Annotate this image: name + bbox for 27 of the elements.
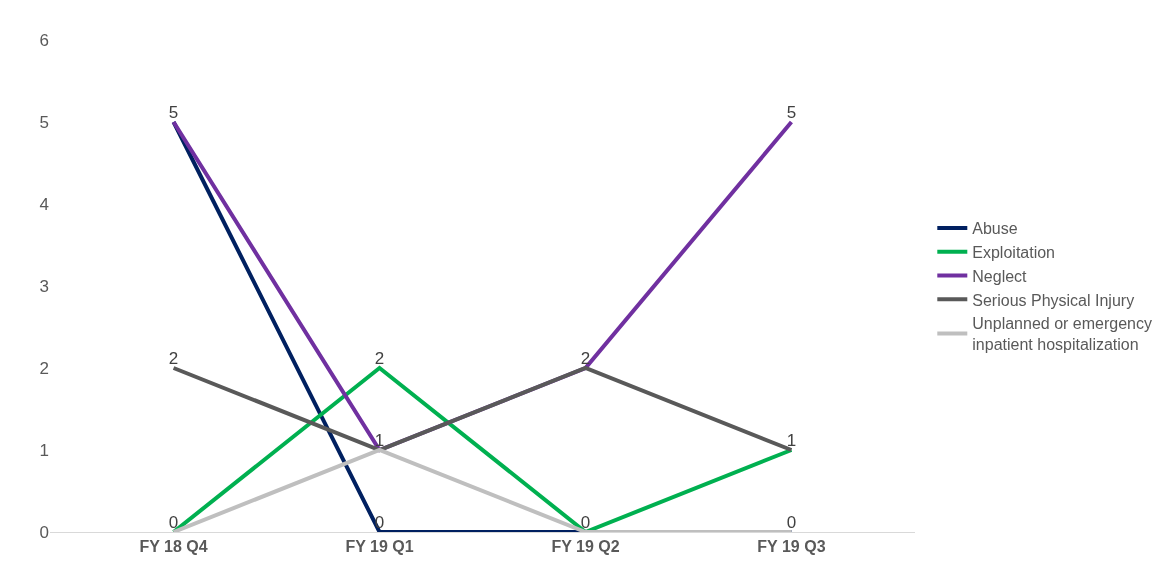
legend-label: Exploitation: [972, 243, 1056, 261]
y-tick-label: 2: [39, 358, 49, 378]
data-label: 2: [580, 348, 591, 368]
data-label: 5: [168, 102, 179, 122]
data-label: 0: [168, 512, 179, 532]
legend-label: Neglect: [972, 267, 1028, 285]
data-label: 2: [374, 348, 385, 368]
data-label: 2: [168, 348, 179, 368]
y-tick-label: 0: [39, 522, 49, 542]
data-label: 0: [374, 512, 385, 532]
data-label: 0: [786, 512, 797, 532]
data-label: 0: [580, 512, 591, 532]
x-tick-label: FY 19 Q2: [551, 538, 620, 556]
data-label: 1: [786, 430, 797, 450]
y-tick-label: 1: [39, 440, 49, 460]
y-tick-label: 5: [39, 112, 49, 132]
y-tick-label: 4: [39, 194, 49, 214]
y-tick-label: 3: [39, 276, 49, 296]
legend-label: Unplanned or emergency inpatient hospitalization: [972, 315, 1152, 354]
data-label: 1: [374, 430, 385, 450]
x-tick-label: FY 18 Q4: [139, 538, 208, 556]
x-tick-label: FY 19 Q3: [757, 538, 826, 556]
x-tick-label: FY 19 Q1: [345, 538, 414, 556]
y-tick-label: 6: [39, 30, 49, 50]
legend-label: Serious Physical Injury: [972, 291, 1135, 309]
legend-label: Abuse: [972, 220, 1018, 238]
data-label: 5: [786, 102, 797, 122]
